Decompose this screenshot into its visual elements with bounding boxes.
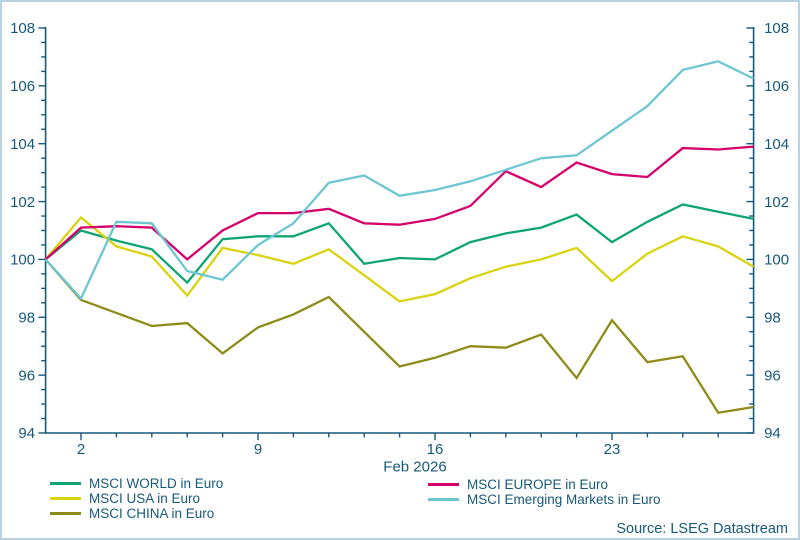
y-axis-label-right: 98: [764, 309, 781, 326]
y-axis-label-left: 104: [10, 136, 35, 153]
msci-usa-line-swatch: [50, 497, 81, 500]
x-axis-tick-label: 16: [427, 441, 444, 458]
legend-item-msci-china: MSCI CHINA in Euro: [50, 506, 223, 521]
legend-label: MSCI WORLD in Euro: [89, 476, 224, 491]
legend-item-msci-europe: MSCI EUROPE in Euro: [428, 477, 661, 492]
x-axis-tick-label: 9: [254, 441, 262, 458]
legend-item-msci-emerging-markets: MSCI Emerging Markets in Euro: [428, 492, 661, 507]
legend-item-msci-world: MSCI WORLD in Euro: [50, 476, 223, 491]
legend-label: MSCI CHINA in Euro: [89, 506, 215, 521]
source-label: Source: LSEG Datastream: [616, 521, 788, 537]
series-line-4: [44, 60, 755, 301]
legend-label: MSCI USA in Euro: [89, 491, 201, 506]
y-axis-label-right: 104: [764, 136, 789, 153]
y-axis-label-right: 106: [764, 78, 789, 95]
y-axis-label-left: 106: [10, 78, 35, 95]
y-axis-label-left: 100: [10, 252, 35, 269]
y-axis-label-right: 100: [764, 252, 789, 269]
x-axis-title: Feb 2026: [383, 459, 446, 476]
legend-label: MSCI EUROPE in Euro: [467, 477, 609, 492]
series-line-0: [44, 203, 754, 285]
legend-item-msci-usa: MSCI USA in Euro: [50, 491, 223, 506]
legend-left-column: MSCI WORLD in Euro MSCI USA in Euro MSCI…: [50, 476, 223, 521]
y-axis-label-right: 94: [764, 425, 781, 442]
msci-world-line-swatch: [50, 482, 81, 485]
y-axis-label-left: 98: [18, 309, 35, 326]
y-axis-label-right: 108: [764, 20, 789, 37]
msci-emerging-markets-line-swatch: [428, 498, 459, 501]
y-axis-label-left: 96: [18, 367, 35, 384]
legend-right-column: MSCI EUROPE in Euro MSCI Emerging Market…: [428, 477, 661, 507]
y-axis-label-left: 94: [18, 425, 35, 442]
legend-label: MSCI Emerging Markets in Euro: [467, 492, 661, 507]
y-axis-label-right: 102: [764, 194, 789, 211]
msci-europe-line-swatch: [428, 483, 459, 486]
series-line-3: [44, 145, 754, 261]
y-axis-label-left: 102: [10, 194, 35, 211]
y-axis-label-right: 96: [764, 367, 781, 384]
x-axis-tick-label: 23: [604, 441, 621, 458]
series-line-2: [44, 258, 754, 414]
y-axis-label-left: 108: [10, 20, 35, 37]
x-axis-tick-label: 2: [77, 441, 85, 458]
msci-china-line-swatch: [50, 512, 81, 515]
series-line-1: [44, 215, 755, 303]
